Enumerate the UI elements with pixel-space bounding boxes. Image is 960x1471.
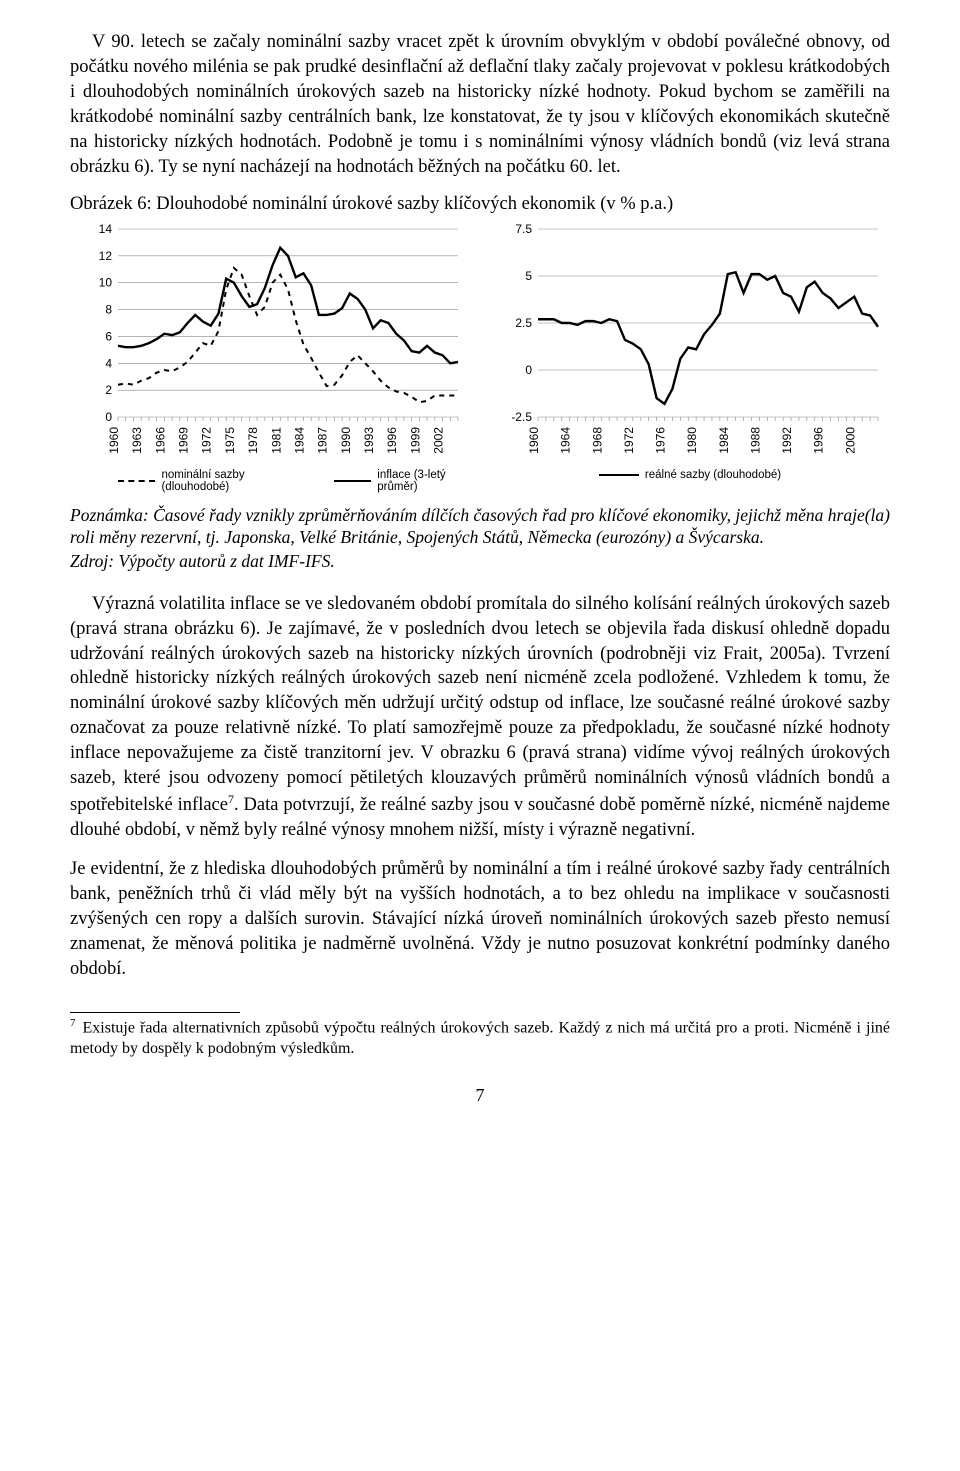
svg-text:1981: 1981 — [269, 426, 283, 453]
svg-text:1984: 1984 — [717, 426, 731, 453]
svg-text:1987: 1987 — [316, 426, 330, 453]
svg-text:14: 14 — [99, 222, 113, 236]
para2-main: Výrazná volatilita inflace se ve sledova… — [70, 594, 890, 816]
para-conclusion: Je evidentní, že z hlediska dlouhodobých… — [70, 857, 890, 982]
figure-note: Poznámka: Časové řady vznikly zprůměrňov… — [70, 505, 890, 549]
svg-text:1975: 1975 — [223, 426, 237, 453]
svg-text:8: 8 — [105, 302, 112, 316]
legend-left: nominální sazby (dlouhodobé) inflace (3-… — [118, 469, 482, 493]
svg-text:1996: 1996 — [812, 426, 826, 453]
para-discussion: Výrazná volatilita inflace se ve sledova… — [70, 592, 890, 844]
svg-text:1999: 1999 — [408, 426, 422, 453]
charts-row: 0 2 4 6 8 10 12 14 1960 1963 1966 1969 1972 1975 1978 1… — [70, 221, 890, 495]
svg-text:1980: 1980 — [685, 426, 699, 453]
svg-text:1992: 1992 — [780, 426, 794, 453]
legend-right: reálné sazby (dlouhodobé) — [490, 469, 890, 481]
svg-text:-2.5: -2.5 — [511, 410, 532, 424]
svg-text:1988: 1988 — [748, 426, 762, 453]
svg-text:1976: 1976 — [654, 426, 668, 453]
svg-text:2002: 2002 — [432, 426, 446, 453]
chart-left-nominal: 0 2 4 6 8 10 12 14 1960 1963 1966 1969 1972 1975 1978 1… — [70, 221, 482, 461]
para-intro: V 90. letech se začaly nominální sazby v… — [70, 30, 890, 180]
legend-swatch-dashed — [118, 480, 155, 482]
svg-text:0: 0 — [105, 410, 112, 424]
legend-swatch-solid-r — [599, 474, 639, 476]
footnote-num: 7 — [70, 1017, 76, 1029]
page-root: V 90. letech se začaly nominální sazby v… — [0, 0, 960, 1126]
figure-title: Obrázek 6: Dlouhodobé nominální úrokové … — [70, 194, 890, 215]
svg-text:2: 2 — [105, 383, 112, 397]
legend-swatch-solid — [334, 480, 371, 482]
svg-text:2.5: 2.5 — [515, 316, 532, 330]
legend-inflation: inflace (3-letý průměr) — [334, 469, 482, 493]
legend-real: reálné sazby (dlouhodobé) — [599, 469, 781, 481]
svg-text:1972: 1972 — [622, 426, 636, 453]
svg-text:1996: 1996 — [385, 426, 399, 453]
legend-label-inflation: inflace (3-letý průměr) — [377, 469, 482, 493]
svg-text:1993: 1993 — [362, 426, 376, 453]
svg-text:1968: 1968 — [590, 426, 604, 453]
svg-text:1960: 1960 — [107, 426, 121, 453]
footnote-7: 7 Existuje řada alternativních způsobů v… — [70, 1017, 890, 1058]
svg-text:5: 5 — [525, 269, 532, 283]
svg-text:1963: 1963 — [130, 426, 144, 453]
figure-source: Zdroj: Výpočty autorů z dat IMF-IFS. — [70, 551, 890, 572]
svg-text:1960: 1960 — [527, 426, 541, 453]
legend-label-nominal: nominální sazby (dlouhodobé) — [161, 469, 305, 493]
svg-text:7.5: 7.5 — [515, 222, 532, 236]
svg-text:12: 12 — [99, 249, 113, 263]
svg-text:1990: 1990 — [339, 426, 353, 453]
page-number: 7 — [70, 1085, 890, 1106]
svg-text:1984: 1984 — [292, 426, 306, 453]
svg-text:1969: 1969 — [177, 426, 191, 453]
svg-text:4: 4 — [105, 356, 112, 370]
svg-text:1966: 1966 — [153, 426, 167, 453]
svg-text:1964: 1964 — [559, 426, 573, 453]
svg-text:0: 0 — [525, 363, 532, 377]
svg-text:1978: 1978 — [246, 426, 260, 453]
svg-text:1972: 1972 — [200, 426, 214, 453]
footnote-separator — [70, 1012, 240, 1013]
svg-text:2000: 2000 — [843, 426, 857, 453]
svg-text:10: 10 — [99, 276, 113, 290]
svg-text:6: 6 — [105, 329, 112, 343]
footnote-text: Existuje řada alternativních způsobů výp… — [70, 1020, 890, 1057]
chart-right-real: -2.5 0 2.5 5 7.5 1960 1964 1968 1972 1976 1980 1984… — [490, 221, 890, 461]
legend-nominal: nominální sazby (dlouhodobé) — [118, 469, 306, 493]
legend-label-real: reálné sazby (dlouhodobé) — [645, 469, 781, 481]
